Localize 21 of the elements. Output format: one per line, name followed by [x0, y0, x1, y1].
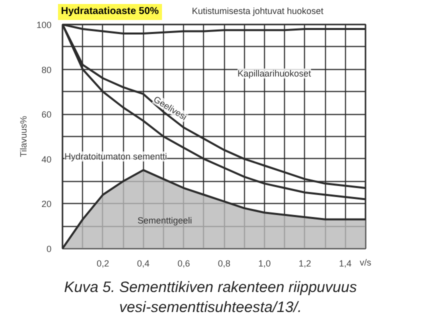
x-tick-label: 0,4: [137, 258, 150, 269]
x-tick-label: 1,4: [339, 258, 352, 269]
x-tick-label: 0,2: [96, 258, 110, 269]
annotation: Hydratoitumaton sementti: [64, 152, 168, 162]
chart-title: Hydrataatioaste 50%: [61, 5, 159, 20]
text: Kuva 5. Sementtikiven rakenteen riippuvuus vesi-sementtisuhteesta/13/.: [64, 278, 357, 318]
x-tick-label: 1,0: [258, 258, 271, 269]
text: Kutistumisesta johtuvat huokoset: [192, 5, 324, 18]
x-axis-title: v/s: [360, 258, 372, 268]
y-tick-label: 60: [41, 110, 52, 120]
y-tick-label: 0: [46, 244, 52, 254]
y-tick-label: 80: [41, 65, 52, 76]
x-tick-label: 0,6: [177, 258, 190, 269]
y-tick-label: 40: [41, 154, 52, 165]
x-tick-label: 1,2: [298, 258, 312, 269]
y-tick-label: 20: [41, 199, 52, 210]
annotation: Sementtigeeli: [138, 216, 192, 226]
y-tick-label: 100: [36, 20, 52, 30]
y-axis-title: Tilavuus%: [18, 116, 28, 158]
annotation: Kapillaarihuokoset: [238, 68, 312, 79]
x-tick-label: 0,8: [218, 258, 230, 269]
